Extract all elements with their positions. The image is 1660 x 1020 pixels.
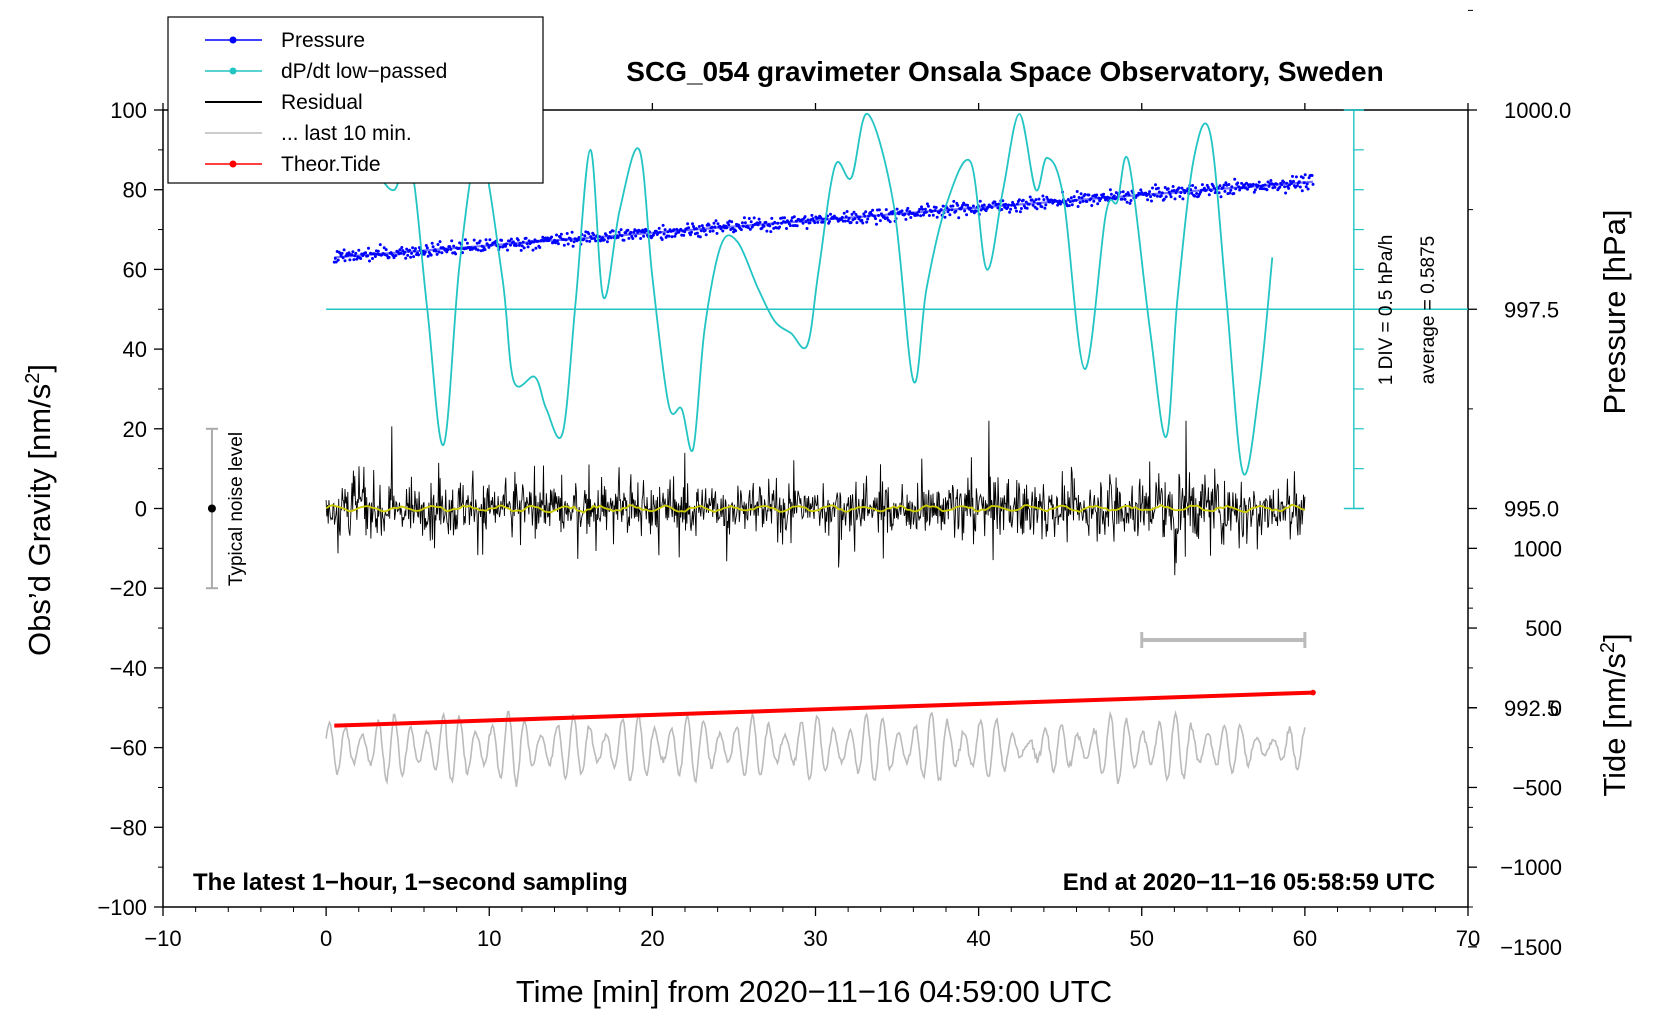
pressure-tick-label: 992.5 — [1504, 696, 1559, 721]
legend-label: Residual — [281, 91, 363, 114]
dpdt-series — [382, 113, 1274, 476]
chart-title: SCG_054 gravimeter Onsala Space Observat… — [626, 56, 1383, 87]
tick-labels: −10 0 10 20 30 40 50 60 70100806040200−20−40−60−… — [97, 98, 1571, 960]
legend: Pressure dP/dt low−passed Residual ... last… — [167, 16, 544, 184]
noise-level-indicator — [205, 427, 218, 590]
tide-axis-title: Tide [nm/s2] — [1597, 633, 1632, 796]
legend-label: Theor.Tide — [281, 153, 381, 176]
y-tick-label: −60 — [110, 736, 147, 761]
residual-line — [325, 420, 1306, 576]
legend-label: Pressure — [281, 29, 365, 52]
legend-marker — [229, 36, 237, 44]
y-tick-label: −20 — [110, 576, 147, 601]
tide-series — [334, 689, 1316, 728]
y-tick-label: 60 — [123, 257, 147, 282]
x-tick-label: 0 — [320, 926, 332, 951]
noise-bar-center — [207, 504, 216, 513]
pressure-reference — [326, 109, 1468, 510]
tide-tick-label: 1000 — [1513, 536, 1562, 561]
pressure-axis-title: Pressure [hPa] — [1597, 209, 1632, 414]
last-10-min-series — [325, 709, 1306, 788]
legend-marker — [229, 67, 237, 75]
tide-tick-label: −500 — [1512, 775, 1562, 800]
pressure-div-label: 1 DIV = 0.5 hPa/h — [1376, 235, 1397, 386]
annotation-right: End at 2020−11−16 05:58:59 UTC — [1063, 869, 1435, 896]
tide-tick-label: −1000 — [1500, 855, 1562, 880]
x-tick-label: 40 — [966, 926, 990, 951]
residual-series — [325, 420, 1306, 576]
pressure-tick-label: 1000.0 — [1504, 98, 1571, 123]
tide-end-point — [1310, 689, 1316, 696]
x-tick-label: 50 — [1130, 926, 1154, 951]
legend-label: dP/dt low−passed — [281, 60, 447, 83]
pressure-trend — [334, 180, 1314, 259]
x-tick-label: −10 — [144, 926, 181, 951]
tide-tick-label: −1500 — [1500, 935, 1562, 960]
y-tick-label: −100 — [97, 895, 147, 920]
pressure-points — [332, 173, 1315, 264]
pressure-series — [332, 173, 1315, 264]
y-tick-label: 100 — [110, 98, 147, 123]
legend-box — [167, 16, 544, 184]
legend-label: ... last 10 min. — [281, 122, 412, 145]
pressure-average-label: average = 0.5875 — [1418, 236, 1439, 384]
y-tick-label: −80 — [110, 815, 147, 840]
tide-tick-label: 0 — [1550, 696, 1562, 721]
scale-bar-group — [1140, 632, 1307, 649]
y-tick-label: 20 — [123, 417, 147, 442]
pressure-tick-label: 995.0 — [1504, 497, 1559, 522]
y-tick-label: 0 — [135, 497, 147, 522]
axes-frame — [154, 9, 1477, 948]
pressure-tick-label: 997.5 — [1504, 297, 1559, 322]
tide-tick-label: 500 — [1525, 616, 1562, 641]
y-axis-title: Obs’d Gravity [nm/s2] — [22, 364, 57, 656]
x-tick-label: 60 — [1293, 926, 1317, 951]
x-tick-label: 20 — [640, 926, 664, 951]
y-tick-label: 80 — [123, 178, 147, 203]
x-tick-label: 30 — [803, 926, 827, 951]
dpdt-line — [382, 113, 1274, 476]
legend-marker — [229, 160, 237, 168]
annotation-left: The latest 1−hour, 1−second sampling — [193, 869, 628, 896]
x-tick-label: 70 — [1456, 926, 1480, 951]
y-tick-label: 40 — [123, 337, 147, 362]
last-10-min-line — [325, 709, 1306, 788]
x-axis-title: Time [min] from 2020−11−16 04:59:00 UTC — [516, 974, 1112, 1009]
noise-level-label: Typical noise level — [226, 432, 247, 586]
residual-smoothed-line — [325, 503, 1306, 514]
y-tick-label: −40 — [110, 656, 147, 681]
x-tick-label: 10 — [477, 926, 501, 951]
tide-line — [334, 690, 1314, 728]
